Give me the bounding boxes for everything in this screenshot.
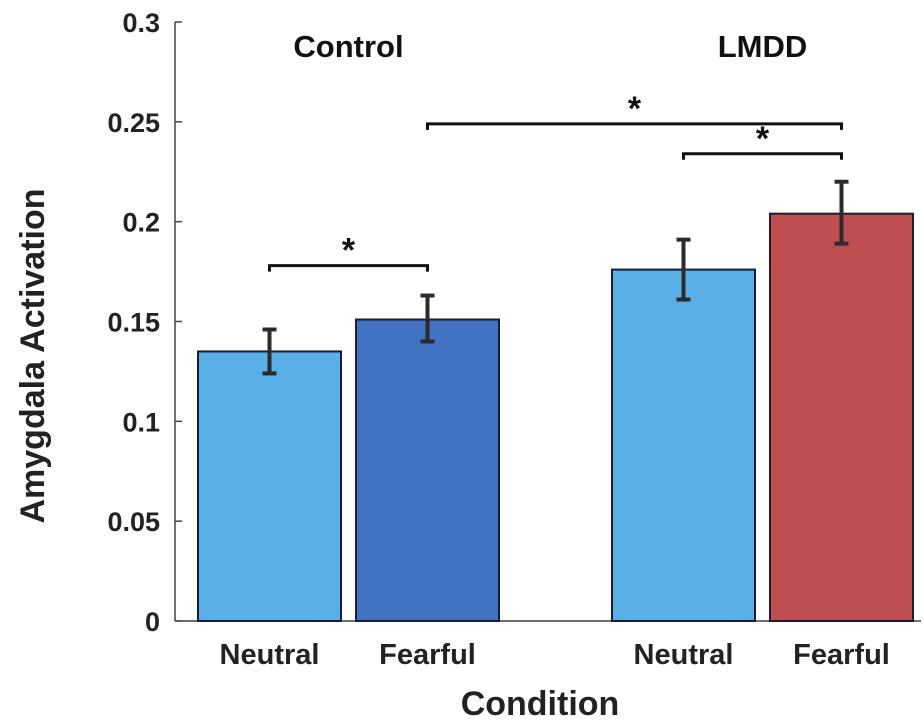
error-bars bbox=[262, 179, 849, 376]
x-axis-title: Condition bbox=[461, 685, 620, 720]
y-tick-label: 0.3 bbox=[122, 8, 160, 38]
significance-bracket bbox=[426, 122, 843, 130]
significance-star: * bbox=[756, 120, 770, 158]
y-tick-label: 0.05 bbox=[107, 507, 160, 537]
significance-brackets: * * * bbox=[268, 90, 843, 272]
bar bbox=[611, 268, 756, 622]
axes: 0 0.05 0.1 0.15 0.2 0.25 0.3 bbox=[107, 8, 921, 637]
category-label: Fearful bbox=[379, 639, 476, 671]
significance-star: * bbox=[628, 90, 642, 128]
y-axis-title: Amygdala Activation bbox=[14, 188, 52, 523]
labels: Neutral Fearful Neutral Fearful Control LMDD bbox=[220, 29, 890, 671]
group-label: LMDD bbox=[718, 29, 808, 64]
y-tick-label: 0.15 bbox=[107, 308, 160, 338]
bar bbox=[197, 350, 342, 622]
bar bbox=[355, 318, 500, 622]
category-label: Neutral bbox=[220, 639, 320, 671]
group-label: Control bbox=[293, 29, 403, 64]
category-label: Fearful bbox=[793, 639, 890, 671]
significance-star: * bbox=[342, 232, 356, 270]
bar bbox=[769, 212, 914, 622]
significance-bracket bbox=[682, 152, 843, 160]
y-tick-label: 0.2 bbox=[122, 208, 160, 238]
y-tick-label: 0.25 bbox=[107, 108, 160, 138]
bars bbox=[197, 212, 914, 622]
y-tick-label: 0 bbox=[145, 607, 160, 637]
category-label: Neutral bbox=[634, 639, 734, 671]
y-tick-label: 0.1 bbox=[122, 407, 160, 437]
significance-bracket bbox=[268, 264, 429, 272]
